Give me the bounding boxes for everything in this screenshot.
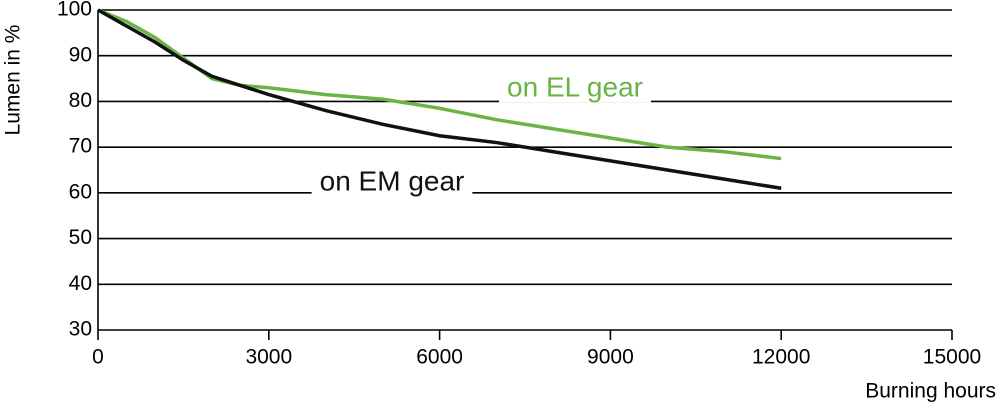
x-tick-label: 12000 [752,346,810,369]
y-tick-label: 30 [69,318,92,341]
x-tick-label: 0 [92,346,104,369]
annotation: on EM gear [311,165,473,197]
x-tick-label: 3000 [245,346,292,369]
y-tick-label: 60 [69,180,92,203]
y-tick-label: 100 [57,0,92,21]
x-tick-label: 6000 [416,346,463,369]
y-axis-label: Lumen in % [2,25,25,136]
annotation-text: on EL gear [507,71,643,102]
x-tick-label: 15000 [923,346,981,369]
x-axis-label: Burning hours [865,380,996,403]
y-tick-label: 50 [69,226,92,249]
annotation-bg [499,71,651,103]
y-tick-label: 90 [69,43,92,66]
annotation-text: on EM gear [320,165,465,196]
y-tick-label: 80 [69,89,92,112]
x-tick-label: 9000 [587,346,634,369]
annotation-bg [311,165,473,197]
y-tick-label: 40 [69,272,92,295]
series-line [97,8,782,191]
annotation: on EL gear [499,71,651,103]
series-line [97,8,782,161]
y-tick-label: 70 [69,135,92,158]
